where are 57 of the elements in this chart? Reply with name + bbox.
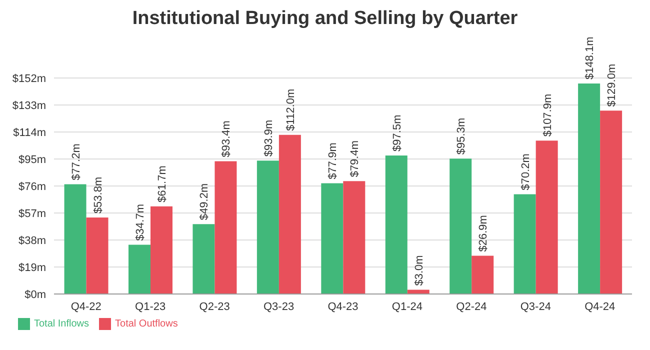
bar [343, 181, 366, 294]
data-label: $129.0m [606, 64, 618, 107]
bar [214, 161, 237, 294]
bar [278, 134, 301, 294]
data-label: $93.4m [220, 120, 233, 158]
y-tick-label: $76m [18, 180, 46, 193]
data-label: $79.4m [349, 140, 362, 178]
bar [514, 194, 536, 294]
y-tick-label: $152m [12, 72, 46, 85]
bar [450, 158, 472, 294]
data-label: $53.8m [92, 176, 104, 214]
y-tick-label: $133m [12, 100, 46, 112]
bar [192, 224, 215, 294]
data-label: $34.7m [134, 204, 146, 241]
y-tick-label: $95m [18, 154, 46, 166]
data-label: $148.1m [584, 36, 596, 80]
legend-label: Total Inflows [34, 318, 90, 330]
y-tick-label: $114m [13, 126, 46, 139]
bar [472, 256, 494, 294]
data-label: $26.9m [478, 215, 490, 252]
data-label: $112.0m [284, 88, 297, 131]
bar [86, 218, 108, 294]
data-label: $95.3m [456, 118, 468, 155]
x-tick-label: Q4-22 [70, 300, 102, 313]
bar [600, 110, 622, 294]
x-tick-label: Q3-24 [520, 300, 551, 313]
bar [128, 244, 150, 294]
data-label: $93.9m [262, 120, 275, 157]
y-tick-label: $0m [24, 288, 46, 301]
x-tick-label: Q4-24 [584, 300, 616, 313]
bar [150, 206, 172, 294]
x-tick-label: Q4-23 [328, 300, 358, 313]
data-label: $49.2m [198, 183, 211, 220]
bar [407, 290, 430, 294]
data-label: $107.9m [542, 94, 554, 137]
y-tick-label: $19m [18, 262, 46, 274]
bar [536, 140, 558, 294]
y-tick-label: $38m [18, 234, 46, 247]
bar [321, 183, 344, 294]
data-label: $77.2m [70, 144, 82, 180]
y-tick-label: $57m [18, 208, 46, 220]
x-tick-label: Q3-23 [263, 300, 294, 313]
x-tick-label: Q1-23 [135, 300, 166, 313]
bar [578, 84, 600, 294]
x-tick-label: Q1-24 [392, 300, 423, 313]
x-tick-label: Q2-23 [199, 300, 230, 313]
data-label: $97.5m [391, 114, 404, 152]
data-label: $3.0m [413, 255, 426, 286]
data-label: $70.2m [520, 154, 532, 190]
bar [385, 155, 408, 294]
bar [64, 184, 86, 294]
data-label: $77.9m [327, 142, 340, 180]
x-tick-label: Q2-24 [456, 300, 487, 313]
bar [256, 160, 279, 294]
data-label: $61.7m [156, 166, 168, 202]
legend-label: Total Outflows [115, 318, 178, 330]
chart-title: Institutional Buying and Selling by Quarter [131, 8, 519, 30]
